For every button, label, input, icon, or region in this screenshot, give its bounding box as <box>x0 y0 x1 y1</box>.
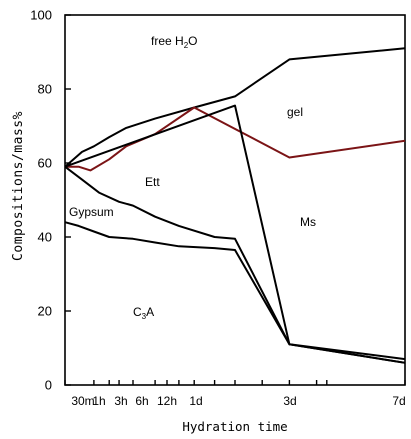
label-free-h2o: free H2O <box>151 34 197 50</box>
y-tick-label: 20 <box>38 304 52 319</box>
x-tick-label: 6h <box>135 394 148 408</box>
x-tick-label: 3h <box>114 394 127 408</box>
x-tick-label: 12h <box>157 394 177 408</box>
x-tick-label: 3d <box>283 394 296 408</box>
label-ett: Ett <box>145 175 160 189</box>
series-line-1 <box>64 47 406 168</box>
series-line-4 <box>64 165 406 364</box>
y-axis-label: Compositions/mass% <box>11 111 26 261</box>
y-tick-label: 80 <box>38 82 52 97</box>
label-gel: gel <box>287 105 303 119</box>
y-tick-label: 100 <box>30 8 52 23</box>
y-tick-label: 0 <box>45 378 52 393</box>
x-tick-label: 30m <box>71 394 94 408</box>
region-labels: free H2O gel Ett Gypsum Ms C3A <box>69 34 316 321</box>
y-tick-label: 40 <box>38 230 52 245</box>
series-line-5 <box>64 221 406 364</box>
series-line-2 <box>65 106 406 172</box>
label-c3a: C3A <box>133 305 154 321</box>
label-ms: Ms <box>300 215 316 229</box>
x-tick-label: 7d <box>392 394 405 408</box>
series-layer <box>64 47 406 364</box>
x-axis-label: Hydration time <box>182 419 287 434</box>
x-tick-label: 1h <box>92 394 105 408</box>
label-gypsum: Gypsum <box>69 205 114 219</box>
y-tick-label: 60 <box>38 156 52 171</box>
series-line-3 <box>64 104 406 361</box>
x-tick-label: 1d <box>189 394 202 408</box>
